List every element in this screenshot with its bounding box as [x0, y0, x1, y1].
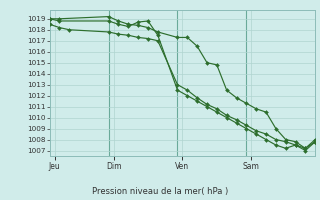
Text: Pression niveau de la mer( hPa ): Pression niveau de la mer( hPa ) — [92, 187, 228, 196]
